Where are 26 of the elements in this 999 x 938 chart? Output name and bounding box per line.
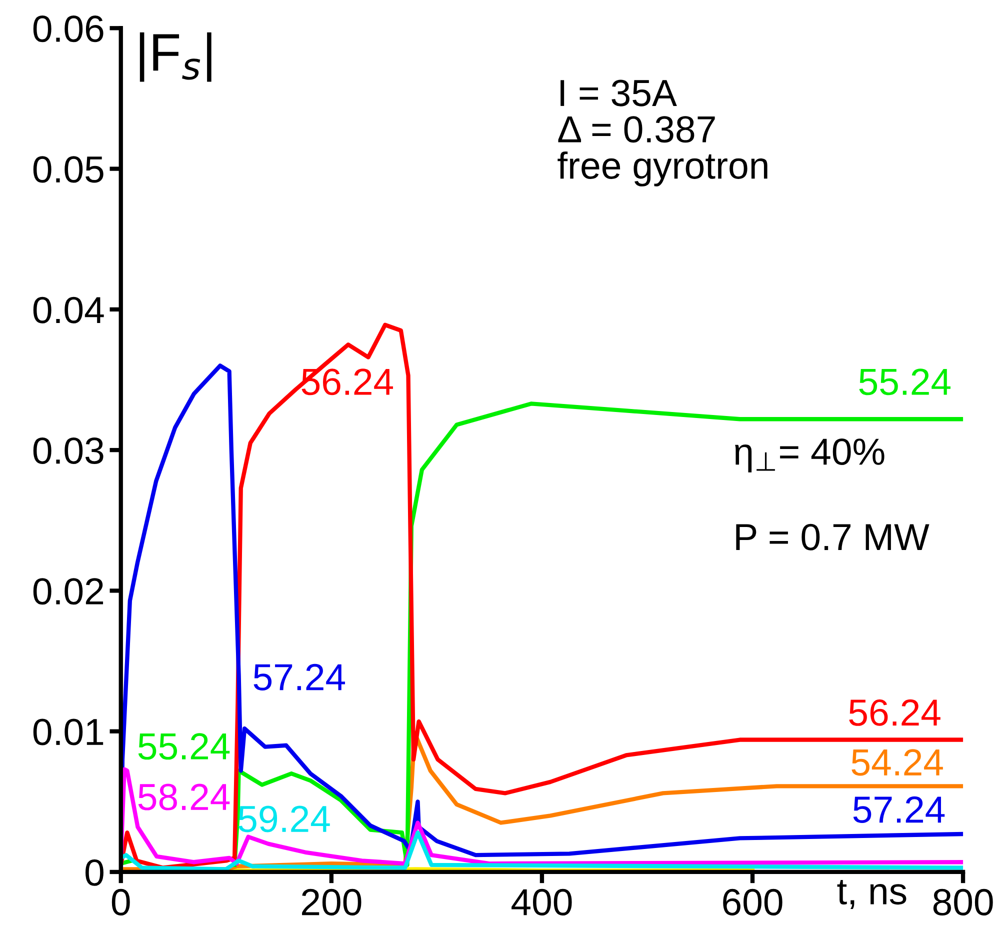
text: 57.24 <box>254 664 345 690</box>
y-tick-label: 0.01 <box>33 718 104 746</box>
x-tick-label: 400 <box>512 888 572 916</box>
annotation: η$_{⊥}$= 40% <box>735 438 884 472</box>
x-tick-label: 800 <box>933 888 993 916</box>
series-label: 58.24 <box>138 784 230 810</box>
y-tick-label: 0.04 <box>33 296 104 324</box>
annotation: P = 0.7 MW <box>736 524 930 550</box>
series-label: 57.24 <box>853 796 945 823</box>
y-tick-label: 0.02 <box>33 578 104 605</box>
text: 55.24 <box>859 368 951 396</box>
y-tick-label: 0.03 <box>33 437 104 464</box>
annotation: I = 35A Δ = 0.387 free gyrotron <box>558 80 768 186</box>
series-label: 55.24 <box>138 733 230 760</box>
y-tick-label: 0.06 <box>33 16 104 42</box>
x-tick-label: 200 <box>302 888 362 916</box>
x-tick-label: 600 <box>723 888 782 916</box>
text: 56.24 <box>849 699 940 726</box>
y-axis-title: |F$_{s}$| <box>140 32 212 82</box>
y-tick-label: 0 <box>86 859 104 886</box>
series-label: 56.24 <box>302 368 393 396</box>
series-label: 54.24 <box>852 749 943 776</box>
y-tick-label: 0.05 <box>33 156 104 183</box>
line-series <box>120 830 964 872</box>
x-tick-label: 0 <box>112 888 130 916</box>
x-axis-title: t, ns <box>837 880 906 909</box>
